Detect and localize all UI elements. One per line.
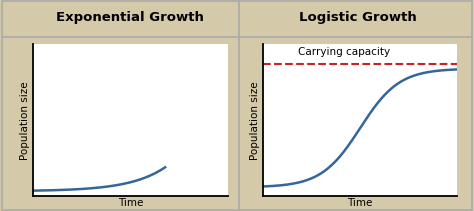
Text: Exponential Growth: Exponential Growth [56,11,204,24]
Y-axis label: Population size: Population size [250,81,260,160]
Text: Carrying capacity: Carrying capacity [298,47,390,57]
Y-axis label: Population size: Population size [20,81,30,160]
Text: Logistic Growth: Logistic Growth [299,11,417,24]
X-axis label: Time: Time [347,198,373,208]
X-axis label: Time: Time [118,198,143,208]
